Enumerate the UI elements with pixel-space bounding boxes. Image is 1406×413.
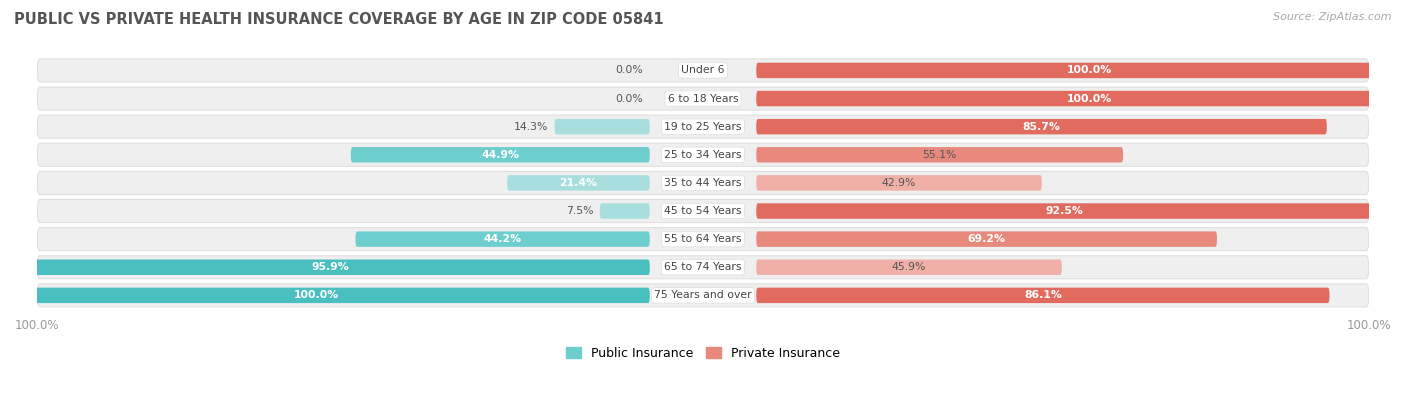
Text: PUBLIC VS PRIVATE HEALTH INSURANCE COVERAGE BY AGE IN ZIP CODE 05841: PUBLIC VS PRIVATE HEALTH INSURANCE COVER… [14,12,664,27]
FancyBboxPatch shape [756,63,1406,78]
FancyBboxPatch shape [756,91,1406,106]
Text: 85.7%: 85.7% [1022,122,1060,132]
Text: 100.0%: 100.0% [294,290,339,300]
FancyBboxPatch shape [756,203,1372,219]
FancyBboxPatch shape [37,87,1369,110]
FancyBboxPatch shape [37,171,1369,195]
FancyBboxPatch shape [37,284,1369,307]
Text: 55.1%: 55.1% [922,150,957,160]
FancyBboxPatch shape [37,115,1369,138]
Text: 25 to 34 Years: 25 to 34 Years [664,150,742,160]
FancyBboxPatch shape [756,259,1062,275]
FancyBboxPatch shape [356,231,650,247]
Text: 42.9%: 42.9% [882,178,917,188]
Text: 86.1%: 86.1% [1024,290,1062,300]
Text: 0.0%: 0.0% [616,94,643,104]
Text: 44.2%: 44.2% [484,234,522,244]
Text: 35 to 44 Years: 35 to 44 Years [664,178,742,188]
Text: 69.2%: 69.2% [967,234,1005,244]
FancyBboxPatch shape [37,228,1369,251]
FancyBboxPatch shape [756,231,1218,247]
Text: 45 to 54 Years: 45 to 54 Years [664,206,742,216]
FancyBboxPatch shape [0,287,650,303]
FancyBboxPatch shape [37,199,1369,223]
Text: 21.4%: 21.4% [560,178,598,188]
Text: 45.9%: 45.9% [891,262,927,272]
Text: 75 Years and over: 75 Years and over [654,290,752,300]
FancyBboxPatch shape [352,147,650,163]
FancyBboxPatch shape [554,119,650,134]
FancyBboxPatch shape [756,175,1042,191]
Legend: Public Insurance, Private Insurance: Public Insurance, Private Insurance [561,342,845,365]
FancyBboxPatch shape [600,203,650,219]
Text: 0.0%: 0.0% [616,65,643,76]
Text: 92.5%: 92.5% [1045,206,1083,216]
Text: 65 to 74 Years: 65 to 74 Years [664,262,742,272]
Text: Source: ZipAtlas.com: Source: ZipAtlas.com [1274,12,1392,22]
Text: 7.5%: 7.5% [565,206,593,216]
FancyBboxPatch shape [508,175,650,191]
FancyBboxPatch shape [756,147,1123,163]
Text: 100.0%: 100.0% [1067,94,1112,104]
Text: 100.0%: 100.0% [1067,65,1112,76]
Text: 14.3%: 14.3% [513,122,548,132]
Text: 19 to 25 Years: 19 to 25 Years [664,122,742,132]
FancyBboxPatch shape [37,256,1369,279]
FancyBboxPatch shape [756,287,1330,303]
FancyBboxPatch shape [37,59,1369,82]
Text: 95.9%: 95.9% [312,262,349,272]
FancyBboxPatch shape [11,259,650,275]
Text: Under 6: Under 6 [682,65,724,76]
Text: 6 to 18 Years: 6 to 18 Years [668,94,738,104]
Text: 44.9%: 44.9% [481,150,519,160]
FancyBboxPatch shape [37,143,1369,166]
Text: 55 to 64 Years: 55 to 64 Years [664,234,742,244]
FancyBboxPatch shape [756,119,1327,134]
